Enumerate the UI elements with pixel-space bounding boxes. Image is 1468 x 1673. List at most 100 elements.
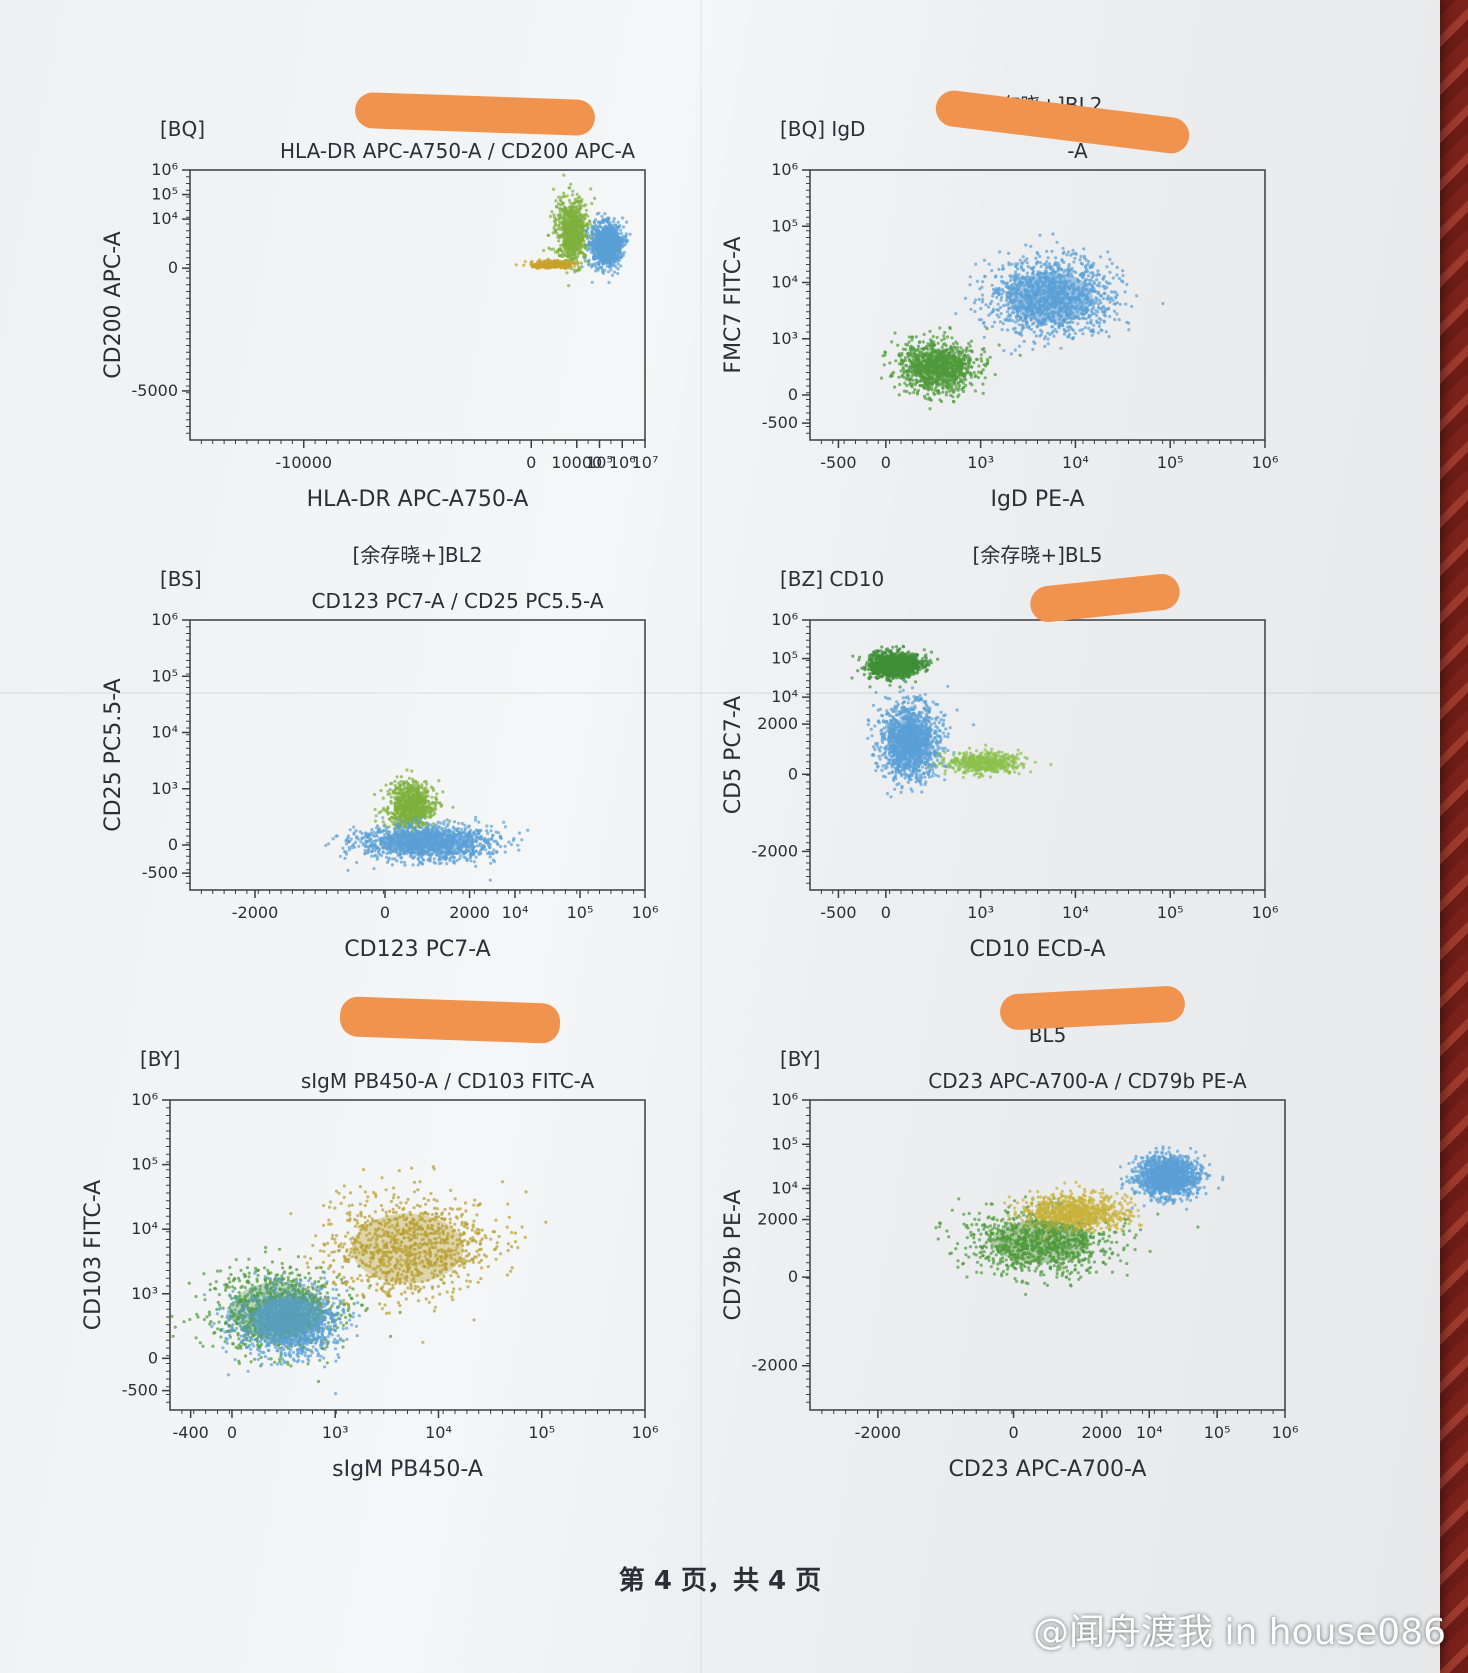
tube-label: [BY]	[780, 1047, 820, 1071]
y-axis-label: CD5 PC7-A	[721, 696, 746, 814]
y-tick-label: 10⁵	[131, 1155, 158, 1174]
population-dots	[514, 173, 632, 288]
plot-3: [余存晓+]BL2 [BS] CD123 PC7-A / CD25 PC5.5-A -…	[101, 543, 658, 962]
x-axis-label: HLA-DR APC-A750-A	[307, 487, 529, 512]
plot-title: HLA-DR APC-A750-A / CD200 APC-A	[280, 139, 635, 163]
population-dots	[170, 1165, 548, 1396]
population-3-core	[959, 755, 1010, 770]
y-tick-label: 0	[168, 258, 178, 277]
x-tick-label: 0	[881, 903, 891, 922]
population-2-core	[539, 262, 566, 267]
paper-fold-horizontal	[0, 692, 1440, 694]
x-tick-label: 10⁴	[1136, 1423, 1163, 1442]
x-tick-label: 10⁴	[425, 1423, 452, 1442]
x-tick-label: -2000	[232, 903, 279, 922]
y-tick-label: 2000	[757, 1210, 798, 1229]
y-axis-label: CD200 APC-A	[101, 231, 126, 378]
population-2-core	[1037, 1200, 1111, 1225]
x-tick-label: 10⁷	[632, 453, 659, 472]
y-tick-label: 10³	[131, 1284, 158, 1303]
x-tick-label: -500	[820, 453, 856, 472]
y-tick-label: 10⁴	[151, 209, 178, 228]
x-tick-label: 10000	[551, 453, 602, 472]
x-tick-label: 10⁵	[1157, 453, 1184, 472]
population-2-core	[254, 1297, 322, 1344]
x-tick-label: 2000	[1081, 1423, 1122, 1442]
x-axis-label: sIgM PB450-A	[332, 1457, 483, 1482]
y-tick-label: 10⁴	[771, 1179, 798, 1198]
paper-fold-vertical	[700, 0, 702, 1673]
x-tick-label: 10³	[967, 453, 994, 472]
x-tick-label: -2000	[855, 1423, 902, 1442]
x-axis-label: IgD PE-A	[990, 487, 1084, 512]
x-tick-label: 10⁶	[632, 1423, 659, 1442]
population-1-core	[991, 1220, 1090, 1263]
plot-title: CD23 APC-A700-A / CD79b PE-A	[928, 1069, 1247, 1093]
watermark: @闻舟渡我 in house086	[1033, 1612, 1446, 1653]
y-axis-label: CD25 PC5.5-A	[101, 678, 126, 831]
x-tick-label: 10⁴	[502, 903, 529, 922]
y-tick-label: 10³	[151, 779, 178, 798]
population-dots	[879, 232, 1165, 411]
group-label: [余存晓+]BL2	[353, 543, 483, 567]
x-axis-label: CD123 PC7-A	[344, 937, 490, 962]
population-3-core	[596, 230, 616, 259]
x-tick-label: 0	[380, 903, 390, 922]
x-tick-label: 10⁶	[1252, 453, 1279, 472]
y-tick-label: -2000	[752, 841, 799, 860]
plot-4: [余存晓+]BL5[BZ] CD10-A-500010³10⁴10⁵10⁶-20…	[721, 543, 1279, 962]
y-tick-label: -500	[762, 413, 798, 432]
y-tick-label: 10⁴	[771, 687, 798, 706]
y-tick-label: -500	[142, 863, 178, 882]
y-tick-label: 10⁴	[151, 723, 178, 742]
plot-title: -A	[1067, 139, 1088, 163]
x-tick-label: 10⁴	[1062, 903, 1089, 922]
y-tick-label: 0	[788, 385, 798, 404]
y-tick-label: 10⁴	[771, 273, 798, 292]
x-tick-label: 10⁵	[586, 453, 613, 472]
y-axis-label: CD79b PE-A	[721, 1190, 746, 1321]
y-tick-label: 0	[168, 835, 178, 854]
population-1-core	[395, 789, 427, 823]
x-tick-label: 0	[881, 453, 891, 472]
y-tick-label: 10⁶	[131, 1090, 158, 1109]
x-axis-label: CD10 ECD-A	[970, 937, 1106, 962]
plot-6: BL5[BY]CD23 APC-A700-A / CD79b PE-A-2000…	[721, 1023, 1299, 1482]
population-dots	[324, 768, 530, 882]
tube-label: [BQ]	[160, 117, 205, 141]
y-axis-label: FMC7 FITC-A	[721, 236, 746, 373]
y-tick-label: 10⁵	[771, 216, 798, 235]
y-tick-label: 0	[788, 764, 798, 783]
population-1-core	[912, 350, 964, 384]
page-footer: 第 4 页，共 4 页	[618, 1566, 822, 1596]
y-tick-label: 10³	[771, 329, 798, 348]
group-label: [余存晓+]BL5	[973, 543, 1103, 567]
x-tick-label: 0	[227, 1423, 237, 1442]
y-tick-label: -500	[122, 1381, 158, 1400]
y-tick-label: 10⁴	[131, 1219, 158, 1238]
tube-label: [BS]	[160, 567, 202, 591]
population-2-core	[1008, 272, 1093, 323]
x-tick-label: -500	[820, 903, 856, 922]
y-tick-label: 10⁶	[771, 1090, 798, 1109]
y-tick-label: 10⁵	[151, 185, 178, 204]
population-1-core	[878, 657, 913, 674]
y-tick-label: 0	[148, 1348, 158, 1367]
x-tick-label: 10⁶	[1272, 1423, 1299, 1442]
population-3-core	[351, 1213, 464, 1284]
tube-label: [BZ] CD10	[780, 567, 884, 591]
y-tick-label: -5000	[132, 381, 179, 400]
y-tick-label: 10⁶	[151, 160, 178, 179]
population-2-core	[889, 717, 930, 766]
y-tick-label: 0	[788, 1267, 798, 1286]
x-tick-label: 10⁶	[1252, 903, 1279, 922]
redaction-mark-4	[339, 996, 561, 1044]
y-tick-label: 10⁶	[151, 610, 178, 629]
y-tick-label: 10⁵	[771, 1134, 798, 1153]
x-tick-label: 10⁵	[567, 903, 594, 922]
x-tick-label: 10⁵	[1204, 1423, 1231, 1442]
x-tick-label: 10⁵	[1157, 903, 1184, 922]
x-tick-label: 10⁶	[609, 453, 636, 472]
x-tick-label: 0	[526, 453, 536, 472]
